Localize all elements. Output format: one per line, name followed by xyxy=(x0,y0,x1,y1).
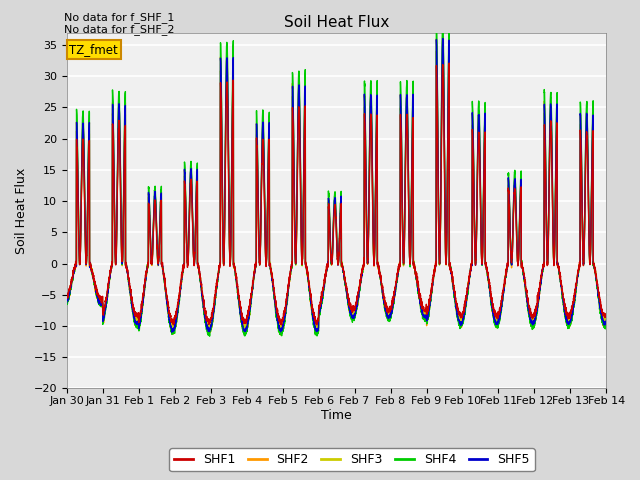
SHF3 xyxy=(602,315,610,321)
SHF4 xyxy=(160,275,168,280)
SHF3 xyxy=(63,295,70,300)
SHF4 xyxy=(317,308,324,314)
SHF1 xyxy=(317,300,324,305)
SHF5 xyxy=(317,306,324,312)
SHF1 xyxy=(602,312,610,318)
Title: Soil Heat Flux: Soil Heat Flux xyxy=(284,15,389,30)
SHF5 xyxy=(168,329,175,335)
SHF3 xyxy=(160,271,168,276)
Text: No data for f_SHF_2: No data for f_SHF_2 xyxy=(64,24,175,35)
SHF4 xyxy=(602,326,610,332)
SHF1 xyxy=(278,322,285,328)
SHF3 xyxy=(488,302,496,308)
SHF4 xyxy=(602,321,610,327)
SHF3 xyxy=(428,285,435,290)
Line: SHF1: SHF1 xyxy=(67,63,606,325)
SHF2 xyxy=(439,34,447,39)
SHF1 xyxy=(63,295,70,300)
SHF5 xyxy=(488,304,496,310)
SHF1 xyxy=(488,299,496,305)
Line: SHF2: SHF2 xyxy=(67,36,606,335)
Y-axis label: Soil Heat Flux: Soil Heat Flux xyxy=(15,168,28,253)
Text: TZ_fmet: TZ_fmet xyxy=(70,43,118,56)
SHF2 xyxy=(317,305,324,311)
SHF2 xyxy=(458,321,465,327)
SHF5 xyxy=(602,317,610,323)
Line: SHF3: SHF3 xyxy=(67,51,606,330)
SHF1 xyxy=(445,60,453,66)
SHF2 xyxy=(602,321,610,327)
SHF1 xyxy=(160,274,168,280)
SHF4 xyxy=(488,307,496,313)
SHF4 xyxy=(205,333,213,339)
SHF3 xyxy=(317,303,324,309)
Line: SHF5: SHF5 xyxy=(67,39,606,332)
SHF3 xyxy=(458,318,465,324)
SHF4 xyxy=(63,301,70,307)
Text: No data for f_SHF_1: No data for f_SHF_1 xyxy=(64,12,174,23)
Legend: SHF1, SHF2, SHF3, SHF4, SHF5: SHF1, SHF2, SHF3, SHF4, SHF5 xyxy=(169,448,535,471)
SHF3 xyxy=(433,48,440,54)
SHF2 xyxy=(63,300,70,306)
SHF1 xyxy=(428,289,435,295)
SHF5 xyxy=(428,288,435,294)
SHF2 xyxy=(160,271,168,277)
SHF5 xyxy=(439,36,447,42)
SHF1 xyxy=(602,312,610,318)
SHF4 xyxy=(428,288,435,294)
SHF3 xyxy=(170,327,177,333)
SHF2 xyxy=(488,304,496,310)
SHF5 xyxy=(63,300,70,306)
SHF1 xyxy=(458,312,465,317)
SHF5 xyxy=(602,319,610,324)
SHF5 xyxy=(458,320,465,325)
Line: SHF4: SHF4 xyxy=(67,21,606,336)
SHF2 xyxy=(428,289,435,295)
SHF3 xyxy=(602,313,610,319)
SHF2 xyxy=(602,321,610,327)
SHF4 xyxy=(439,18,447,24)
SHF5 xyxy=(160,270,168,276)
SHF2 xyxy=(277,332,285,338)
X-axis label: Time: Time xyxy=(321,409,352,422)
SHF4 xyxy=(458,321,465,327)
